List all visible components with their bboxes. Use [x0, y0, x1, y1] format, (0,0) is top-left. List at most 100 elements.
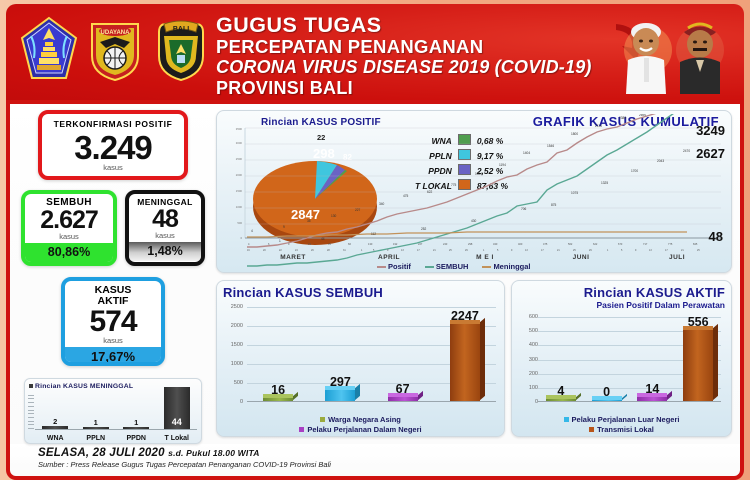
- svg-text:500: 500: [237, 221, 242, 225]
- svg-text:775: 775: [668, 242, 673, 246]
- kpi-meninggal-value: 48: [152, 204, 179, 233]
- chart-kasus-aktif-title: Rincian KASUS AKTIF: [583, 285, 725, 300]
- chart-kasus-meninggal[interactable]: Rincian KASUS MENINGGAL 2 1: [24, 377, 202, 444]
- svg-text:9: 9: [387, 249, 389, 252]
- chart-kasus-aktif[interactable]: Rincian KASUS AKTIF Pasien Positif Dalam…: [511, 280, 732, 437]
- svg-text:6: 6: [268, 242, 270, 246]
- official-photo-right: [674, 14, 728, 94]
- chart-kasus-meninggal-plot: 2 1 1 44: [35, 387, 197, 429]
- svg-text:22: 22: [279, 249, 282, 252]
- kpi-aktif-label-2: AKTIF: [97, 294, 129, 307]
- svg-text:21: 21: [681, 249, 684, 252]
- bar-group: 1: [121, 418, 151, 429]
- kpi-meninggal-percent: 1,48%: [129, 241, 201, 261]
- svg-text:2043: 2043: [657, 159, 664, 163]
- legend-item-meninggal: Meninggal: [482, 262, 531, 271]
- officials-photos: [618, 8, 736, 100]
- legend-row: PPLN 9,17 %: [412, 148, 511, 163]
- chart-panel-top[interactable]: Rincian KASUS POSITIF GRAFIK KASUS KUMUL…: [216, 110, 732, 273]
- svg-text:340: 340: [493, 242, 498, 246]
- bar-group-tlokal: 556: [679, 315, 719, 402]
- svg-text:4: 4: [251, 229, 253, 233]
- legend-label: Pelaku Perjalanan Dalam Negeri: [307, 425, 422, 434]
- legend-swatch-icon: [457, 149, 471, 160]
- svg-text:13: 13: [649, 249, 652, 252]
- svg-text:1404: 1404: [523, 151, 530, 155]
- svg-text:2116: 2116: [595, 124, 602, 128]
- chart-kasus-sembuh-plot: 16 297: [247, 307, 496, 402]
- svg-text:562: 562: [568, 242, 573, 246]
- polda-bali-emblem-icon: BALI: [152, 16, 210, 82]
- legend-item: Warga Negara Asing: [320, 415, 401, 424]
- svg-text:227: 227: [355, 208, 361, 212]
- endpoint-label-positif: 3249: [696, 123, 725, 138]
- y-tick-label: 500: [233, 380, 243, 386]
- legend-item-sembuh: SEMBUH: [424, 262, 468, 271]
- svg-text:845: 845: [693, 242, 698, 246]
- svg-text:13: 13: [401, 249, 404, 252]
- bar-group-tlokal: 2247: [446, 309, 485, 402]
- kpi-aktif-label-1: KASUS: [94, 283, 132, 296]
- svg-text:BALI: BALI: [173, 26, 189, 33]
- chart-kasus-sembuh[interactable]: Rincian KASUS SEMBUH 0 500 1000 1500 200…: [216, 280, 505, 437]
- kpi-card-sembuh[interactable]: SEMBUH 2.627 kasus 80,86%: [21, 189, 117, 266]
- chart-kasus-meninggal-title: Rincian KASUS MENINGGAL: [35, 382, 134, 390]
- bar-group-ppln: 0: [588, 385, 627, 402]
- kpi-positif-value: 3.249: [74, 128, 153, 166]
- x-tick-label: PPLN: [86, 435, 106, 442]
- svg-text:1500: 1500: [236, 189, 243, 193]
- legend-label: PPLN: [429, 150, 452, 161]
- y-tick-label: 2000: [230, 323, 243, 329]
- svg-text:1: 1: [483, 249, 485, 252]
- bar-shape: [82, 427, 109, 429]
- bar-group-ppdn: 67: [384, 382, 423, 402]
- emblem-group: UDAYANA BALI: [20, 16, 210, 82]
- legend-line-icon: [424, 265, 434, 268]
- legend-swatch-icon: [457, 134, 471, 145]
- y-tick-label: 300: [528, 356, 538, 363]
- bar-shape: [325, 383, 361, 402]
- charts-column: Rincian KASUS POSITIF GRAFIK KASUS KUMUL…: [216, 110, 732, 444]
- kpi-card-aktif[interactable]: KASUS AKTIF 574 kasus 17,67%: [61, 276, 165, 366]
- kpi-card-positif[interactable]: TERKONFIRMASI POSITIF 3.249 kasus: [38, 110, 188, 180]
- kodam-udayana-emblem-icon: UDAYANA: [86, 16, 144, 82]
- svg-text:130: 130: [331, 214, 337, 218]
- bar-value: 2: [53, 417, 58, 426]
- footer-date: SELASA, 28 JULI 2020: [38, 447, 165, 459]
- chart-kasus-aktif-plot: 4 0: [538, 315, 721, 402]
- month-label: MARET: [280, 254, 306, 261]
- svg-text:21: 21: [557, 249, 560, 252]
- line-chart-legend: Positif SEMBUH Meninggal: [377, 262, 531, 271]
- svg-text:5: 5: [621, 249, 623, 252]
- pie-legend: WNA 0,68 % PPLN 9,17 % PPDN 2,52: [412, 133, 511, 193]
- svg-text:35: 35: [307, 219, 311, 223]
- svg-text:400: 400: [518, 242, 523, 246]
- bar-shape: [263, 391, 299, 402]
- footer-source: Sumber : Press Release Gugus Tugas Perce…: [38, 460, 331, 469]
- x-tick-label: PPDN: [126, 435, 146, 442]
- footer-date-row: SELASA, 28 JULI 2020 s.d. Pukul 18.00 WI…: [38, 447, 740, 459]
- svg-text:29: 29: [589, 249, 592, 252]
- chart-kasus-meninggal-xlabels: WNA PPLN PPDN T Lokal: [35, 435, 197, 442]
- y-tick-label: 1500: [230, 342, 243, 348]
- svg-text:29: 29: [465, 249, 468, 252]
- svg-text:2500: 2500: [236, 157, 243, 161]
- kpi-aktif-percent: 17,67%: [65, 346, 161, 362]
- bali-province-emblem-icon: [20, 16, 78, 82]
- svg-text:430: 430: [471, 219, 477, 223]
- svg-text:622: 622: [427, 190, 433, 194]
- gridlines: [538, 317, 721, 402]
- kpi-card-meninggal[interactable]: MENINGGAL 48 kasus 1,48%: [125, 189, 205, 266]
- svg-text:16: 16: [247, 249, 250, 252]
- svg-text:875: 875: [551, 203, 557, 207]
- bar-group: 2: [40, 417, 70, 429]
- legend-row: T LOKAL 87,63 %: [412, 178, 511, 193]
- svg-text:673: 673: [618, 242, 623, 246]
- bar-value: 556: [687, 315, 709, 329]
- y-tick-label: 0: [534, 399, 538, 405]
- legend-line-icon: [377, 265, 386, 268]
- legend-label: WNA: [431, 135, 452, 146]
- legend-swatch-icon: [320, 417, 326, 422]
- svg-text:9: 9: [511, 249, 513, 252]
- chart-kasus-meninggal-xaxis: [35, 429, 197, 430]
